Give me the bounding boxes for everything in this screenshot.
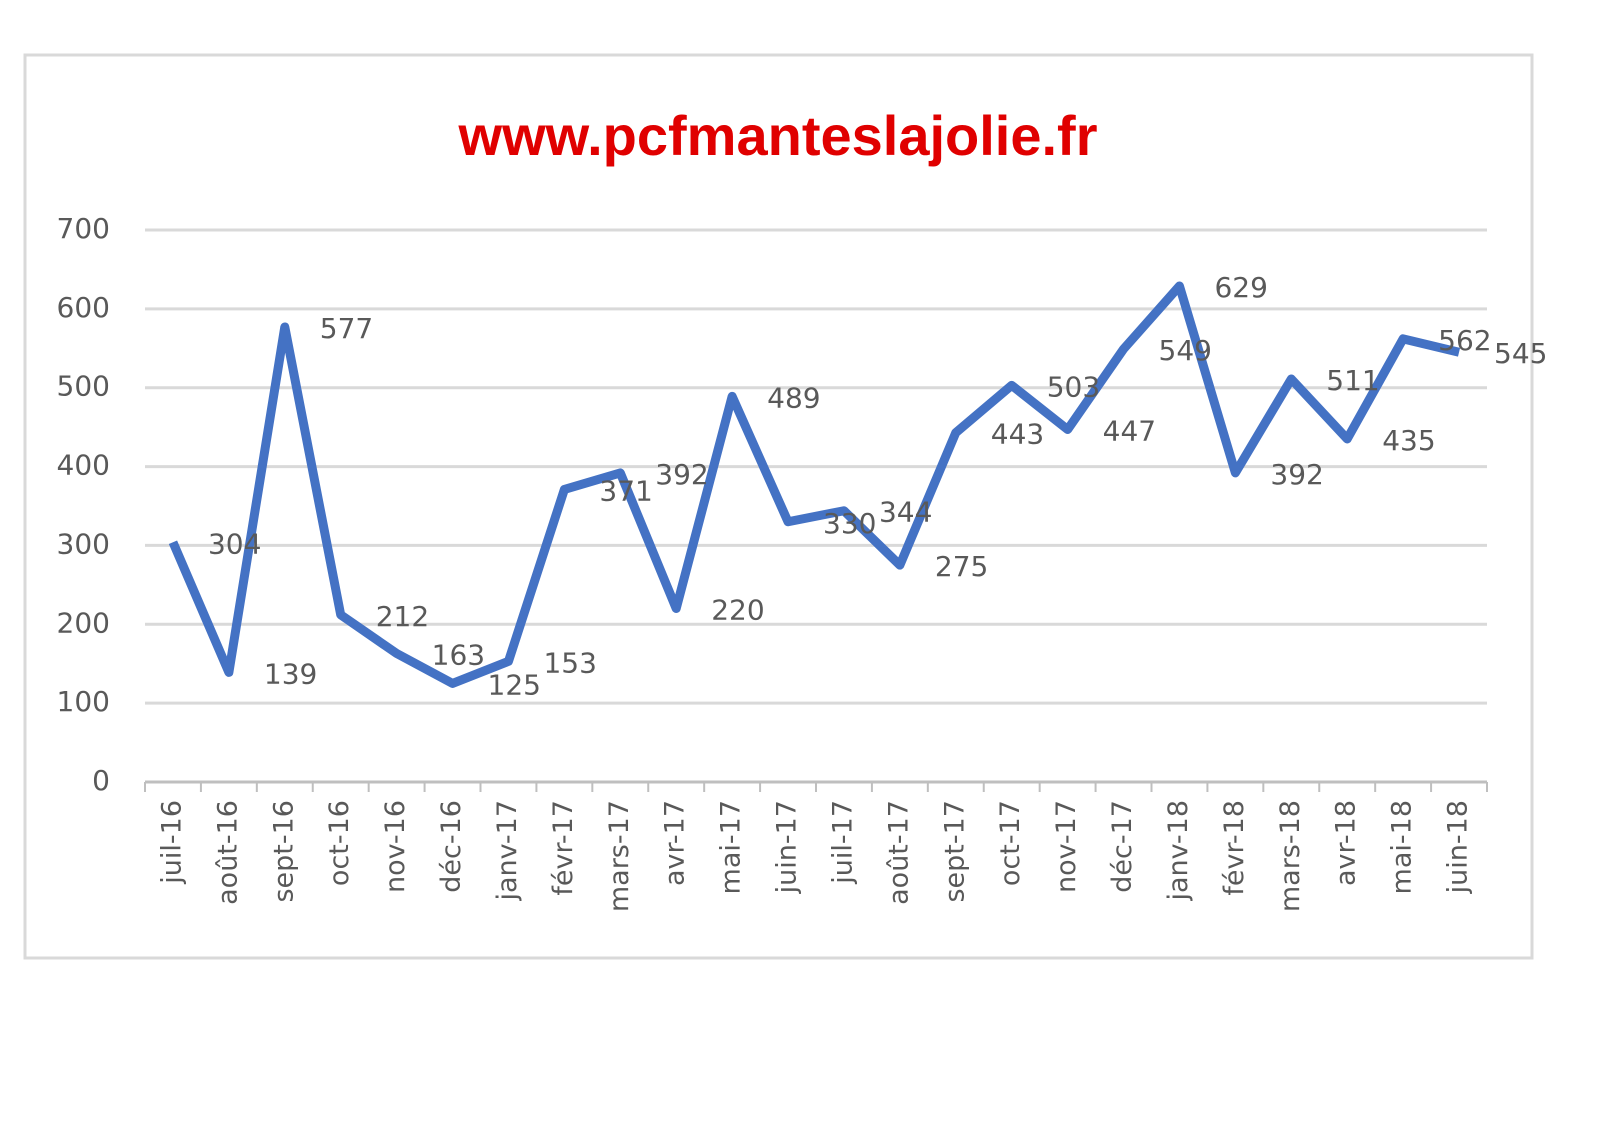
x-tick-label: déc-16	[436, 800, 467, 893]
data-label: 344	[879, 496, 932, 529]
y-tick-label: 400	[57, 449, 110, 482]
x-tick-label: mars-17	[604, 800, 635, 912]
x-tick-label: nov-17	[1051, 800, 1082, 893]
x-tick-label: août-16	[212, 800, 243, 905]
data-label: 489	[767, 381, 820, 414]
x-tick-label: sept-17	[939, 800, 970, 903]
y-tick-label: 500	[57, 370, 110, 403]
y-tick-label: 300	[57, 527, 110, 560]
data-label: 447	[1103, 415, 1156, 448]
data-label: 304	[208, 527, 261, 560]
x-tick-label: oct-17	[995, 800, 1026, 886]
data-label: 443	[991, 418, 1044, 451]
x-tick-label: juin-18	[1443, 800, 1474, 894]
x-tick-label: déc-17	[1107, 800, 1138, 893]
data-label: 503	[1047, 370, 1100, 403]
x-tick-label: juil-17	[827, 800, 858, 885]
data-label: 392	[655, 458, 708, 491]
x-tick-label: févr-18	[1219, 800, 1250, 896]
x-tick-label: févr-17	[548, 800, 579, 896]
x-tick-label: mai-17	[716, 800, 747, 894]
x-tick-label: sept-16	[268, 800, 299, 903]
line-series	[168, 281, 1461, 688]
x-tick-label: janv-18	[1163, 800, 1194, 902]
chart-title: www.pcfmanteslajolie.fr	[458, 104, 1098, 167]
data-label: 212	[376, 600, 429, 633]
x-tick-label: mars-18	[1275, 800, 1306, 912]
data-label: 163	[432, 638, 485, 671]
data-label: 139	[264, 657, 317, 690]
data-label: 545	[1494, 337, 1547, 370]
data-label: 629	[1214, 271, 1267, 304]
data-label: 125	[488, 668, 541, 701]
x-tick-label: janv-17	[492, 800, 523, 902]
data-label: 549	[1159, 334, 1212, 367]
x-tick-label: août-17	[883, 800, 914, 905]
y-tick-label: 200	[57, 606, 110, 639]
data-label: 577	[320, 312, 373, 345]
data-label: 562	[1438, 324, 1491, 357]
x-tick-label: avr-17	[660, 800, 691, 886]
data-label: 330	[823, 507, 876, 540]
x-tick-label: nov-16	[380, 800, 411, 893]
data-label: 153	[543, 646, 596, 679]
y-tick-label: 600	[57, 291, 110, 324]
data-label: 371	[599, 474, 652, 507]
y-tick-label: 0	[92, 764, 110, 797]
x-tick-label: avr-18	[1331, 800, 1362, 886]
x-tick-label: mai-18	[1387, 800, 1418, 894]
data-label: 275	[935, 550, 988, 583]
data-label: 220	[711, 594, 764, 627]
x-tick-label: oct-16	[324, 800, 355, 886]
y-tick-label: 700	[57, 212, 110, 245]
data-label: 392	[1270, 458, 1323, 491]
x-tick-label: juil-16	[156, 800, 187, 885]
data-label: 511	[1326, 364, 1379, 397]
y-tick-label: 100	[57, 685, 110, 718]
x-tick-label: juin-17	[772, 800, 803, 894]
data-label: 435	[1382, 424, 1435, 457]
